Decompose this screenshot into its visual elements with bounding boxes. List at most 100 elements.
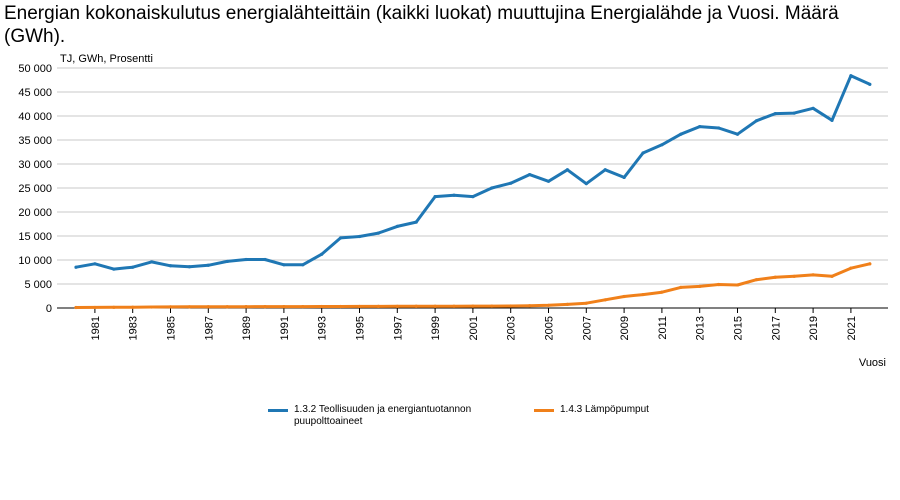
data-point xyxy=(792,274,796,278)
legend-item: 1.4.3 Lämpöpumput xyxy=(534,404,649,428)
x-tick-label: 1981 xyxy=(90,316,102,340)
data-point xyxy=(868,82,872,86)
data-point xyxy=(698,284,702,288)
data-point xyxy=(301,263,305,267)
data-point xyxy=(320,252,324,256)
data-point xyxy=(735,283,740,287)
data-point xyxy=(603,168,607,172)
data-point xyxy=(206,263,210,267)
x-tick-label: 1997 xyxy=(392,316,404,340)
x-tick-label: 2003 xyxy=(506,316,518,340)
legend-item: 1.3.2 Teollisuuden ja energiantuotannon … xyxy=(268,404,500,428)
data-point xyxy=(225,259,229,264)
data-point xyxy=(168,264,173,268)
data-point xyxy=(735,132,740,136)
y-tick-label: 45 000 xyxy=(18,87,52,99)
data-point xyxy=(660,290,664,294)
legend: 1.3.2 Teollisuuden ja energiantuotannon … xyxy=(268,404,649,428)
x-tick-label: 1995 xyxy=(355,316,367,340)
data-point xyxy=(717,282,721,287)
y-tick-label: 25 000 xyxy=(18,183,52,195)
data-point xyxy=(641,292,645,297)
data-point xyxy=(849,74,853,78)
data-point xyxy=(528,172,532,177)
data-point xyxy=(263,305,267,309)
data-point xyxy=(376,231,380,235)
data-point xyxy=(131,305,135,309)
data-point xyxy=(641,151,645,155)
data-point xyxy=(471,195,475,199)
data-point xyxy=(433,195,437,199)
x-axis-label: Vuosi xyxy=(858,357,886,369)
data-point xyxy=(376,304,380,308)
data-point xyxy=(830,274,834,278)
x-tick-label: 1993 xyxy=(317,316,329,340)
x-tick-label: 2015 xyxy=(733,316,745,340)
data-point xyxy=(603,298,607,302)
data-point xyxy=(509,304,513,308)
legend-label: 1.4.3 Lämpöpumput xyxy=(560,404,649,415)
data-point xyxy=(565,168,570,172)
data-point xyxy=(301,304,305,309)
data-point xyxy=(112,305,116,309)
x-tick-label: 2007 xyxy=(581,316,593,340)
data-point xyxy=(74,265,78,269)
y-tick-label: 15 000 xyxy=(18,231,52,243)
data-point xyxy=(811,273,815,277)
data-point xyxy=(187,265,191,269)
data-point xyxy=(168,305,173,309)
data-point xyxy=(74,305,78,310)
y-tick-label: 10 000 xyxy=(18,255,52,267)
y-tick-label: 0 xyxy=(46,303,52,315)
data-point xyxy=(357,304,362,309)
series-line xyxy=(74,262,872,309)
y-axis-ticks: 0 5 000 10 000 15 000 20 000 25 000 30 000 35 0… xyxy=(18,63,52,315)
data-point xyxy=(282,263,286,267)
data-point xyxy=(830,118,834,122)
x-tick-label: 2021 xyxy=(846,316,858,340)
data-point xyxy=(490,304,494,308)
x-axis-ticks: 1981 1983 1985 1987 1989 1991 1993 1995 1997 1999… xyxy=(90,308,858,340)
data-point xyxy=(584,301,588,305)
x-tick-label: 1985 xyxy=(166,316,178,340)
data-point xyxy=(490,186,494,190)
x-tick-label: 2013 xyxy=(695,316,707,340)
data-point xyxy=(112,267,116,271)
data-point xyxy=(244,257,248,262)
x-tick-label: 2017 xyxy=(770,316,782,340)
legend-swatch xyxy=(268,409,288,412)
data-point xyxy=(773,112,777,116)
data-point xyxy=(339,236,343,240)
grid-layer xyxy=(57,67,888,309)
data-point xyxy=(357,234,362,239)
x-tick-label: 1991 xyxy=(279,316,291,340)
data-point xyxy=(150,260,154,264)
data-point xyxy=(452,193,456,197)
y-tick-label: 30 000 xyxy=(18,159,52,171)
data-point xyxy=(868,262,872,266)
data-point xyxy=(93,262,97,266)
data-point xyxy=(452,304,456,308)
data-point xyxy=(792,111,796,115)
x-tick-label: 1999 xyxy=(430,316,442,340)
x-tick-label: 1983 xyxy=(128,316,140,340)
x-tick-label: 2019 xyxy=(808,316,820,340)
data-point xyxy=(698,124,702,129)
data-point xyxy=(282,305,286,309)
data-point xyxy=(225,305,229,309)
chart-title: Energian kokonaiskulutus energialähteitt… xyxy=(4,3,839,47)
data-point xyxy=(679,132,683,136)
data-point xyxy=(811,106,815,110)
x-tick-label: 1989 xyxy=(241,316,253,340)
y-tick-label: 50 000 xyxy=(18,63,52,75)
y-tick-label: 5 000 xyxy=(24,279,52,291)
y-tick-label: 35 000 xyxy=(18,135,52,147)
series-line xyxy=(74,74,872,271)
data-point xyxy=(528,304,532,308)
data-point xyxy=(584,182,588,186)
data-point xyxy=(244,305,248,309)
data-point xyxy=(546,303,551,307)
data-point xyxy=(754,119,759,123)
data-point xyxy=(414,304,418,308)
unit-label: TJ, GWh, Prosentti xyxy=(60,53,153,65)
